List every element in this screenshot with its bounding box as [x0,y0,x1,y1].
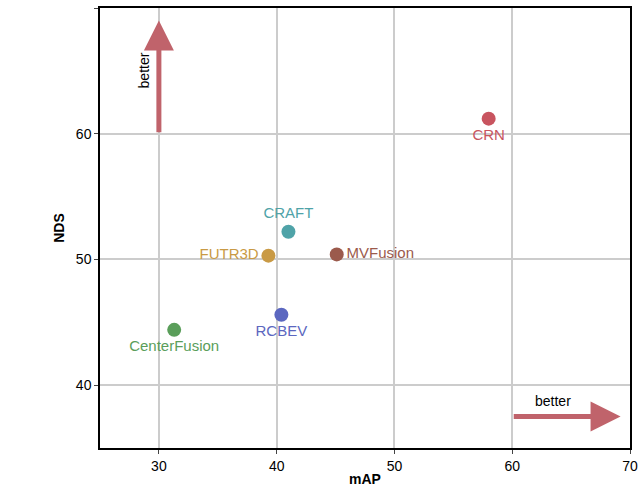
svg-text:CRN: CRN [472,126,505,143]
svg-text:50: 50 [387,458,403,474]
svg-text:mAP: mAP [349,471,381,487]
svg-text:40: 40 [76,377,92,393]
svg-text:better: better [535,393,571,409]
svg-text:better: better [136,52,152,88]
svg-text:CenterFusion: CenterFusion [129,337,219,354]
svg-text:60: 60 [76,126,92,142]
svg-text:30: 30 [151,458,167,474]
svg-text:RCBEV: RCBEV [256,322,308,339]
svg-text:40: 40 [269,458,285,474]
svg-text:70: 70 [622,458,638,474]
svg-text:NDS: NDS [51,213,67,243]
svg-text:MVFusion: MVFusion [346,244,414,261]
svg-text:50: 50 [76,251,92,267]
svg-text:CRAFT: CRAFT [263,204,313,221]
svg-text:FUTR3D: FUTR3D [199,245,258,262]
svg-text:60: 60 [504,458,520,474]
